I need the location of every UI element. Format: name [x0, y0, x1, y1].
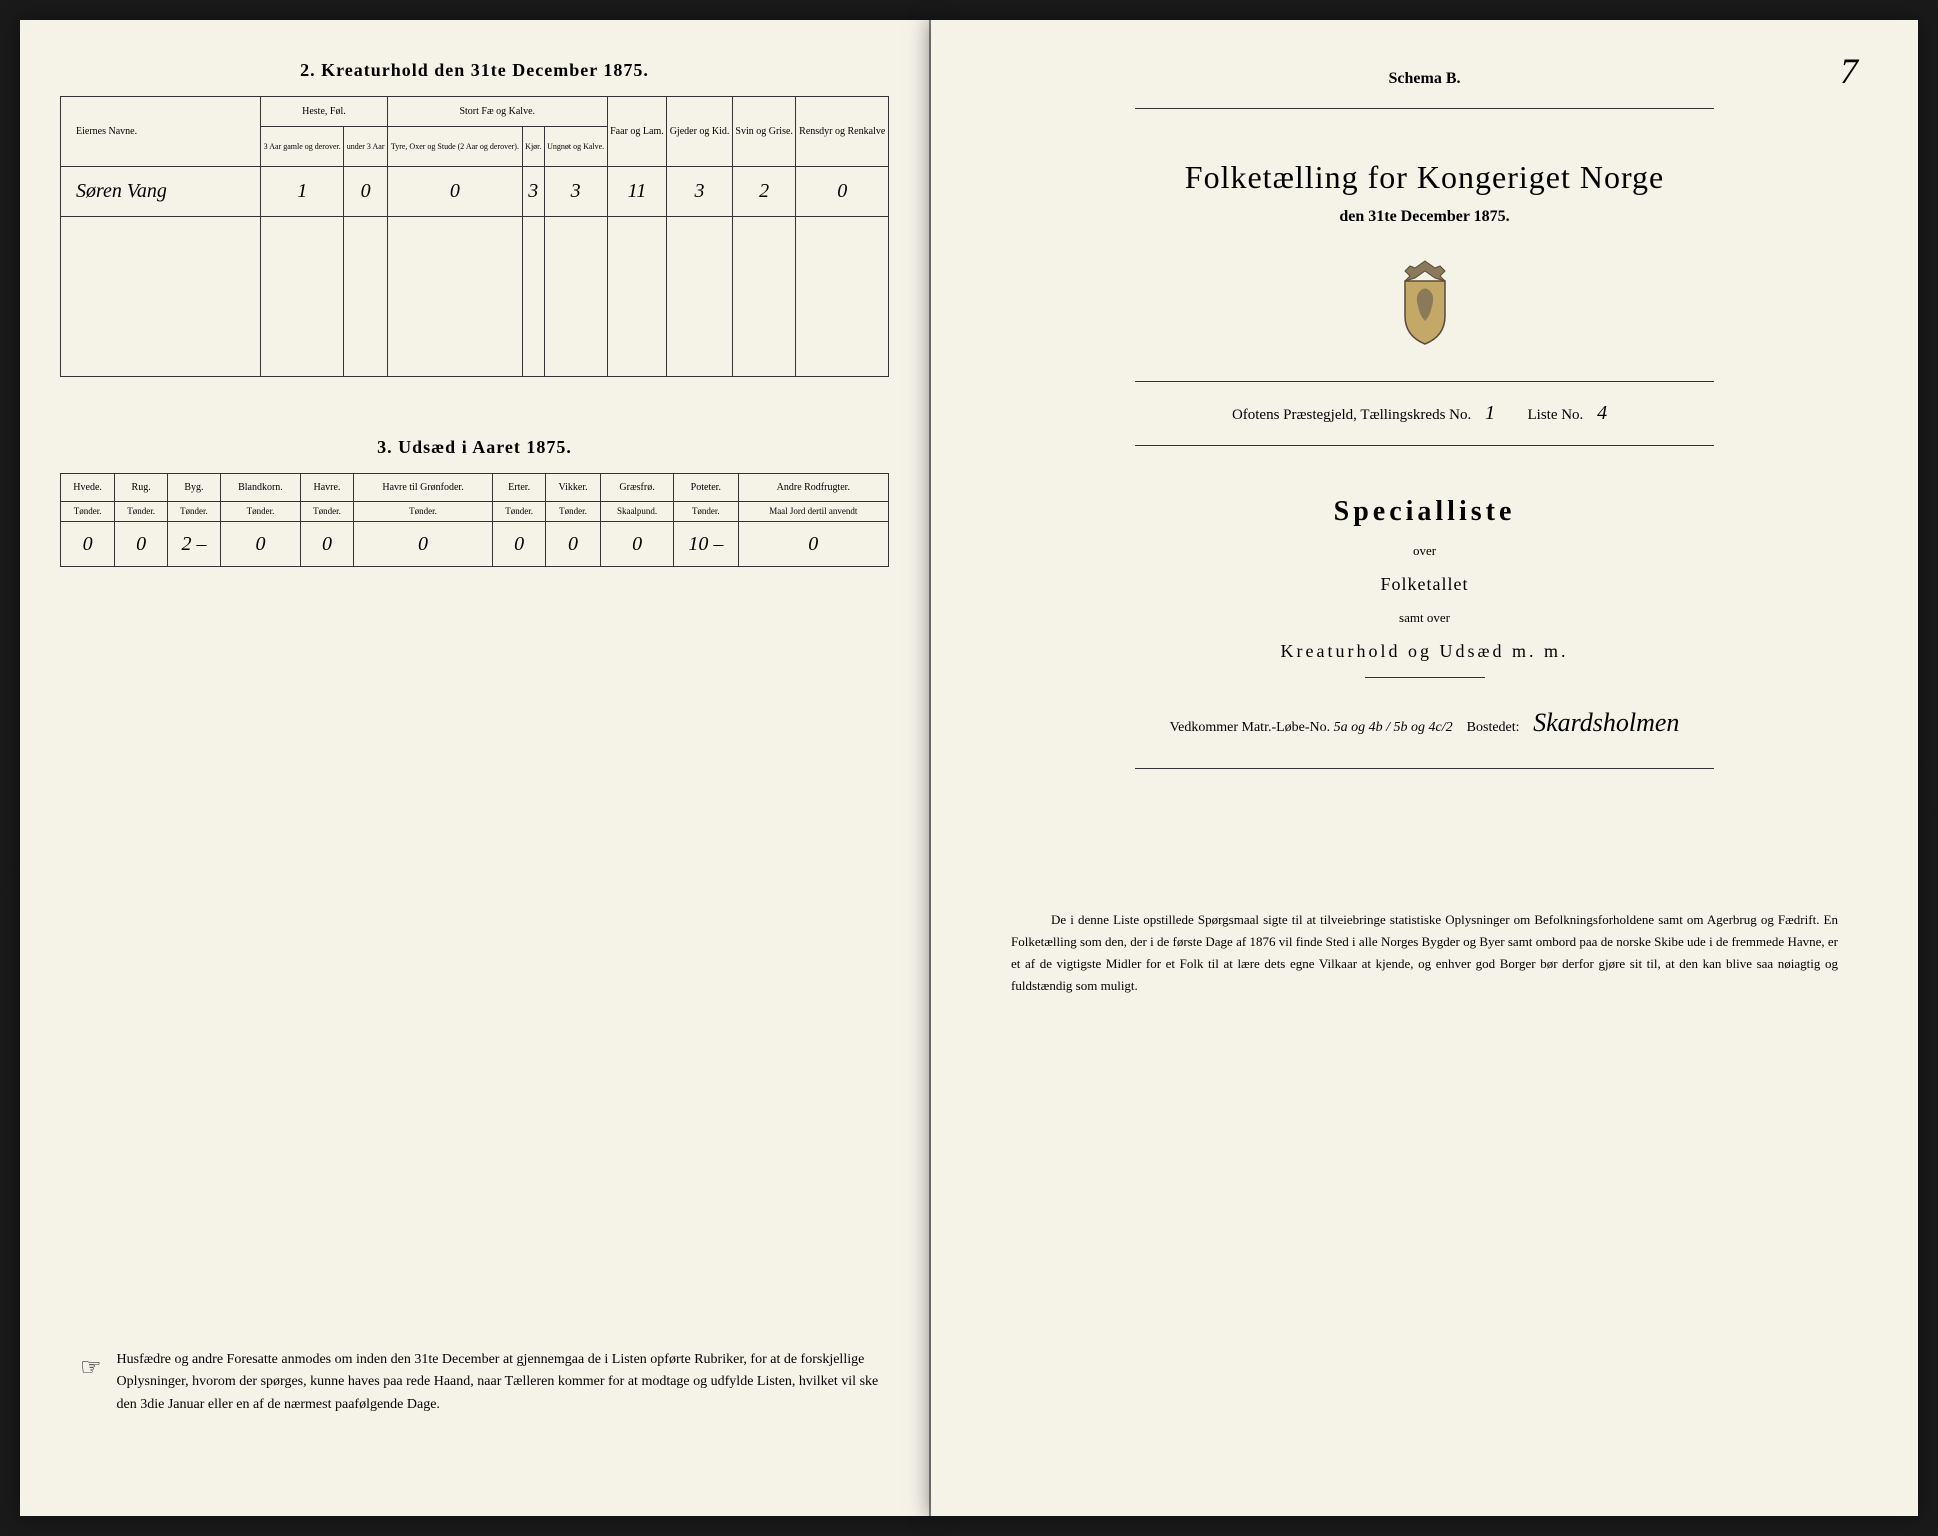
- r1: 0: [61, 522, 115, 567]
- matr-no: 5a og 4b / 5b og 4c/2: [1334, 720, 1453, 736]
- coat-of-arms-icon: [1011, 256, 1838, 351]
- th-rensdyr: Rensdyr og Renkalve: [796, 97, 889, 167]
- u5: Tønder.: [301, 502, 354, 522]
- th-havre: Havre.: [301, 474, 354, 502]
- section2-title: 2. Kreaturhold den 31te December 1875.: [60, 60, 889, 81]
- right-page: Schema B. 7 Folketælling for Kongeriget …: [931, 20, 1918, 1516]
- th-hvede: Hvede.: [61, 474, 115, 502]
- u7: Tønder.: [493, 502, 546, 522]
- th-faar: Faar og Lam.: [607, 97, 667, 167]
- u3: Tønder.: [168, 502, 221, 522]
- r4: 0: [220, 522, 300, 567]
- cell-v9: 0: [796, 167, 889, 217]
- th-heste: Heste, Føl.: [261, 97, 388, 127]
- sub-title: den 31te December 1875.: [1011, 208, 1838, 226]
- u10: Tønder.: [674, 502, 739, 522]
- divider-short: [1365, 677, 1485, 678]
- schema-label: Schema B.: [1011, 70, 1838, 88]
- cell-v6: 11: [607, 167, 667, 217]
- matr-line: Vedkommer Matr.-Løbe-No. 5a og 4b / 5b o…: [1011, 708, 1838, 738]
- over-text: over: [1011, 543, 1838, 559]
- cell-v5: 3: [544, 167, 607, 217]
- empty-row: [61, 217, 889, 377]
- cell-v3: 0: [387, 167, 522, 217]
- u2: Tønder.: [115, 502, 168, 522]
- samt-text: samt over: [1011, 610, 1838, 626]
- th-graesfro: Græsfrø.: [601, 474, 674, 502]
- divider: [1135, 768, 1714, 769]
- th-byg: Byg.: [168, 474, 221, 502]
- kreatur-heading: Kreaturhold og Udsæd m. m.: [1011, 641, 1838, 662]
- kreds-prefix: Ofotens Præstegjeld, Tællingskreds No.: [1232, 407, 1471, 423]
- th-name: Eiernes Navne.: [61, 97, 261, 167]
- owner-name: Søren Vang: [61, 167, 261, 217]
- section3-title: 3. Udsæd i Aaret 1875.: [60, 437, 889, 458]
- special-title: Specialliste: [1011, 496, 1838, 528]
- liste-label: Liste No.: [1527, 407, 1583, 423]
- th-erter: Erter.: [493, 474, 546, 502]
- cell-v2: 0: [344, 167, 387, 217]
- footnote-text: Husfædre og andre Foresatte anmodes om i…: [117, 1349, 890, 1416]
- book-spread: 2. Kreaturhold den 31te December 1875. E…: [20, 20, 1918, 1516]
- r7: 0: [493, 522, 546, 567]
- cell-v1: 1: [261, 167, 344, 217]
- r9: 0: [601, 522, 674, 567]
- left-page: 2. Kreaturhold den 31te December 1875. E…: [20, 20, 931, 1516]
- th-vikker: Vikker.: [546, 474, 601, 502]
- cell-v7: 3: [667, 167, 733, 217]
- liste-no: 4: [1587, 402, 1617, 425]
- kreds-line: Ofotens Præstegjeld, Tællingskreds No. 1…: [1011, 402, 1838, 425]
- th-rug: Rug.: [115, 474, 168, 502]
- kreaturhold-table: Eiernes Navne. Heste, Føl. Stort Fæ og K…: [60, 96, 889, 377]
- u6: Tønder.: [353, 502, 492, 522]
- matr-label: Vedkommer Matr.-Løbe-No.: [1170, 720, 1331, 735]
- r2: 0: [115, 522, 168, 567]
- r6: 0: [353, 522, 492, 567]
- bosted-label: Bostedet:: [1467, 720, 1520, 735]
- th-svin: Svin og Grise.: [732, 97, 795, 167]
- cell-v4: 3: [523, 167, 545, 217]
- th-andre: Andre Rodfrugter.: [738, 474, 888, 502]
- divider: [1135, 108, 1714, 109]
- th-stort2: Kjør.: [523, 127, 545, 167]
- pointer-icon: ☞: [80, 1349, 102, 1416]
- u4: Tønder.: [220, 502, 300, 522]
- udsaed-table: Hvede. Rug. Byg. Blandkorn. Havre. Havre…: [60, 473, 889, 567]
- bosted-value: Skardsholmen: [1533, 708, 1679, 737]
- u1: Tønder.: [61, 502, 115, 522]
- th-stort: Stort Fæ og Kalve.: [387, 97, 607, 127]
- th-heste1: 3 Aar gamle og derover.: [261, 127, 344, 167]
- cell-v8: 2: [732, 167, 795, 217]
- r8: 0: [546, 522, 601, 567]
- u11: Maal Jord dertil anvendt: [738, 502, 888, 522]
- th-poteter: Poteter.: [674, 474, 739, 502]
- th-gjeder: Gjeder og Kid.: [667, 97, 733, 167]
- divider: [1135, 445, 1714, 446]
- r11: 0: [738, 522, 888, 567]
- footnote: ☞ Husfædre og andre Foresatte anmodes om…: [80, 1349, 889, 1416]
- folketallet: Folketallet: [1011, 574, 1838, 595]
- main-title: Folketælling for Kongeriget Norge: [1011, 159, 1838, 196]
- r10: 10 –: [674, 522, 739, 567]
- page-number: 7: [1840, 50, 1858, 92]
- r3: 2 –: [168, 522, 221, 567]
- th-havre-gron: Havre til Grønfoder.: [353, 474, 492, 502]
- th-heste2: under 3 Aar: [344, 127, 387, 167]
- th-blandkorn: Blandkorn.: [220, 474, 300, 502]
- r5: 0: [301, 522, 354, 567]
- bottom-paragraph: De i denne Liste opstillede Spørgsmaal s…: [1011, 909, 1838, 997]
- th-stort3: Ungnøt og Kalve.: [544, 127, 607, 167]
- u8: Tønder.: [546, 502, 601, 522]
- u9: Skaalpund.: [601, 502, 674, 522]
- kreds-no: 1: [1475, 402, 1505, 425]
- th-stort1: Tyre, Oxer og Stude (2 Aar og derover).: [387, 127, 522, 167]
- divider: [1135, 381, 1714, 382]
